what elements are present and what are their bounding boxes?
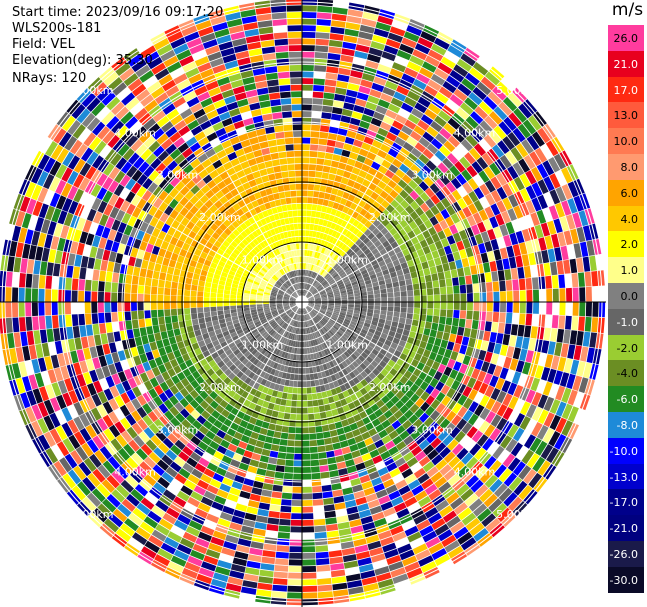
- colorbar-tick-label: -4.0: [616, 367, 638, 381]
- ring-distance-label: 3.00km: [157, 169, 199, 182]
- ring-distance-label: 2.00km: [199, 211, 241, 224]
- colorbar-tick-label: 4.0: [620, 212, 639, 226]
- colorbar-tick-label: -21.0: [609, 522, 638, 536]
- azimuth-spoke: [171, 226, 303, 303]
- azimuth-spoke: [301, 226, 433, 303]
- ring-distance-label: 1.00km: [242, 338, 284, 351]
- azimuth-spoke: [301, 301, 378, 433]
- colorbar-tick-label: -6.0: [616, 393, 638, 407]
- colorbar-segment: [608, 76, 644, 103]
- colorbar-tick-label: -13.0: [609, 470, 638, 484]
- colorbar-segment: [608, 412, 644, 438]
- ring-distance-label: 4.00km: [454, 126, 496, 139]
- field-label: Field: VEL: [12, 37, 75, 52]
- colorbar-tick-label: -2.0: [616, 341, 638, 355]
- colorbar-tick-label: 26.0: [613, 32, 639, 45]
- ring-distance-label: 2.00km: [199, 381, 241, 394]
- colorbar-tick-label: 13.0: [613, 109, 639, 123]
- colorbar-segment: [608, 360, 644, 387]
- colorbar-tick-label: 6.0: [620, 186, 639, 200]
- start-time-label: Start time: 2023/09/16 09:17:20: [12, 5, 224, 20]
- ring-distance-label: 3.00km: [157, 423, 199, 436]
- ring-distance-label: 5.00km: [72, 84, 114, 97]
- colorbar-segment: [608, 257, 644, 283]
- colorbar-segment: [608, 437, 644, 464]
- ring-distance-label: 2.00km: [369, 381, 411, 394]
- ring-distance-label: 2.00km: [369, 211, 411, 224]
- ring-labels: 1.00km 1.00km 1.00km 1.00km 2.00km 2.00km 2.00…: [72, 84, 538, 521]
- ring-distance-label: 5.00km: [72, 508, 114, 521]
- colorbar-tick-label: 2.0: [620, 238, 639, 252]
- azimuth-spoke: [226, 171, 303, 303]
- colorbar-unit-label: m/s: [611, 0, 644, 20]
- colorbar-segment: [608, 25, 644, 51]
- colorbar-tick-label: -30.0: [609, 573, 638, 587]
- ring-distance-label: 4.00km: [454, 466, 496, 479]
- colorbar-segment: [608, 128, 644, 154]
- ring-distance-label: 1.00km: [326, 254, 368, 267]
- colorbar-segment: [608, 334, 644, 361]
- colorbar-segment: [608, 154, 644, 180]
- azimuth-spoke: [301, 171, 378, 303]
- instrument-label: WLS200s-181: [12, 21, 102, 36]
- colorbar-segment: [608, 386, 644, 412]
- colorbar-segment: [608, 231, 644, 258]
- ring-distance-label: 1.00km: [242, 254, 284, 267]
- colorbar-tick-label: -26.0: [609, 548, 638, 561]
- colorbar-tick-label: 1.0: [620, 264, 639, 278]
- radar-gates: [0, 0, 606, 606]
- colorbar-segment: [608, 566, 644, 593]
- nrays-label: NRays: 120: [12, 71, 87, 86]
- colorbar-segment: [608, 541, 644, 567]
- elevation-label: Elevation(deg): 35.30: [12, 53, 153, 68]
- azimuth-spoke: [226, 301, 303, 433]
- colorbar-segment: [608, 205, 644, 232]
- colorbar-tick-label: -8.0: [616, 419, 638, 432]
- azimuth-spoke: [301, 301, 433, 378]
- colorbar-tick-label: -10.0: [609, 444, 638, 458]
- colorbar-segment: [608, 489, 644, 516]
- colorbar-segment: [608, 50, 644, 77]
- colorbar-tick-label: 10.0: [613, 135, 639, 149]
- ring-distance-label: 4.00km: [114, 466, 156, 479]
- ring-distance-label: 5.00km: [496, 84, 538, 97]
- colorbar-tick-label: 0.0: [620, 290, 639, 303]
- ring-distance-label: 1.00km: [326, 338, 368, 351]
- ring-distance-label: 4.00km: [114, 126, 156, 139]
- ring-distance-label: 3.00km: [411, 423, 453, 436]
- colorbar-segment: [608, 102, 644, 129]
- ring-distance-label: 5.00km: [496, 508, 538, 521]
- colorbar-segment: [608, 515, 644, 541]
- ring-distance-label: 3.00km: [411, 169, 453, 182]
- colorbar-tick-label: -17.0: [609, 496, 638, 510]
- colorbar-segment: [608, 179, 644, 206]
- colorbar-tick-label: -1.0: [616, 315, 638, 329]
- colorbar-segment: [608, 308, 644, 335]
- colorbar-tick-label: 21.0: [613, 57, 639, 71]
- azimuth-spoke: [171, 301, 303, 378]
- range-rings: [0, 0, 606, 607]
- colorbar-segment: [608, 463, 644, 490]
- colorbar-segment: [608, 283, 644, 309]
- colorbar-tick-label: 8.0: [620, 161, 639, 174]
- colorbar-tick-label: 17.0: [613, 83, 639, 97]
